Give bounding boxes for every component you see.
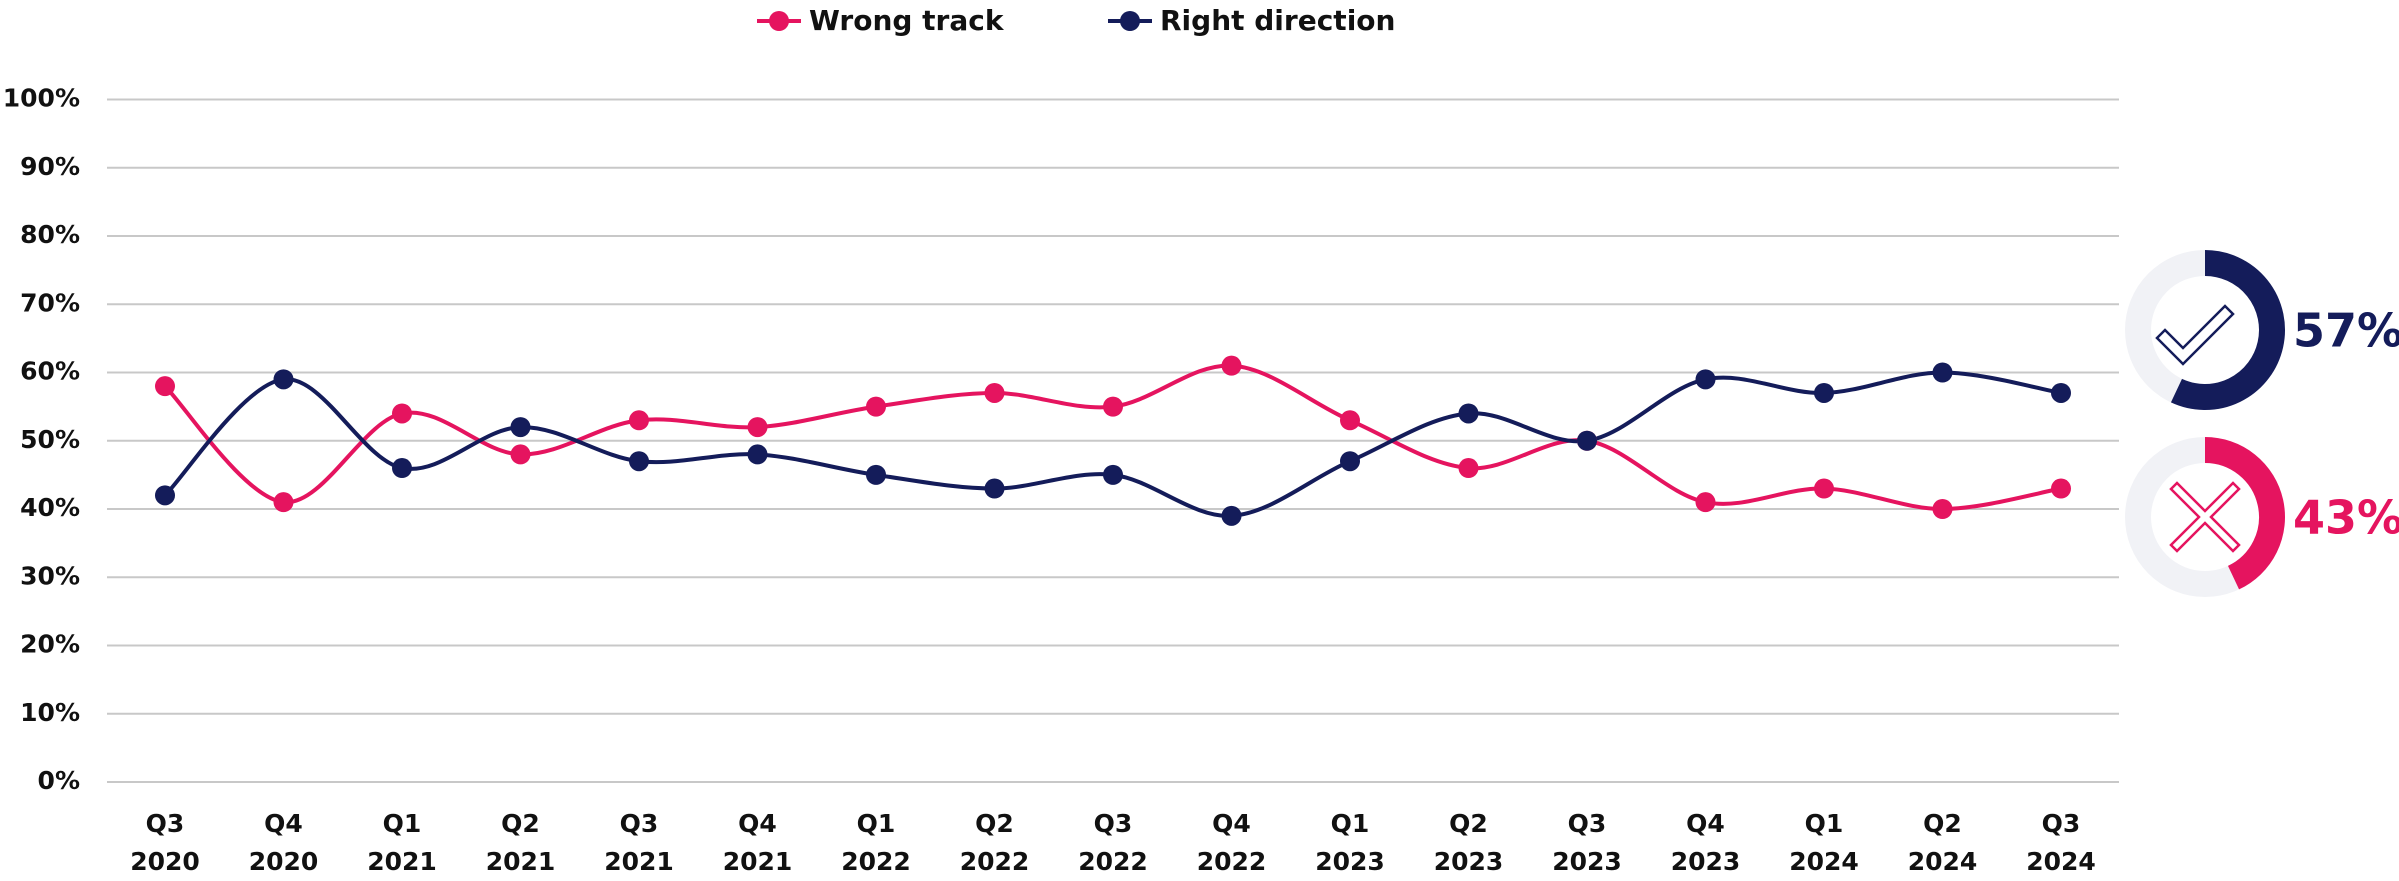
legend-item: Wrong track bbox=[757, 4, 1005, 37]
data-point bbox=[866, 464, 886, 485]
check-icon bbox=[2155, 304, 2235, 366]
x-tick-label: Q3 2023 bbox=[1552, 809, 1622, 876]
x-tick-label: Q4 2021 bbox=[722, 809, 793, 876]
x-tick-label: Q4 2020 bbox=[248, 809, 319, 876]
data-point bbox=[2051, 382, 2071, 403]
data-point bbox=[1458, 403, 1479, 424]
legend-label: Right direction bbox=[1160, 4, 1395, 37]
data-point bbox=[1814, 478, 1834, 499]
y-tick-label: 30% bbox=[20, 561, 80, 590]
x-tick-label: Q3 2022 bbox=[1078, 809, 1148, 876]
x-tick-label: Q4 2023 bbox=[1670, 809, 1741, 876]
x-tick-label: Q3 2020 bbox=[130, 809, 200, 876]
data-point bbox=[273, 492, 294, 513]
donut-arc bbox=[2170, 250, 2285, 410]
data-point bbox=[866, 396, 886, 417]
y-tick-label: 80% bbox=[20, 220, 80, 249]
x-tick-label: Q1 2021 bbox=[367, 809, 437, 876]
data-point bbox=[1340, 410, 1360, 431]
x-tick-label: Q2 2022 bbox=[959, 809, 1030, 876]
data-point bbox=[1932, 362, 1953, 383]
data-point bbox=[1103, 396, 1123, 417]
x-tick-label: Q2 2024 bbox=[1907, 809, 1978, 876]
data-point bbox=[747, 444, 768, 465]
x-tick-label: Q1 2023 bbox=[1315, 809, 1385, 876]
data-point bbox=[984, 382, 1005, 403]
y-tick-label: 50% bbox=[20, 425, 80, 454]
donut-label: 43% bbox=[2293, 491, 2399, 545]
data-point bbox=[1695, 492, 1716, 513]
y-tick-label: 90% bbox=[20, 152, 80, 181]
y-tick-label: 60% bbox=[20, 357, 80, 386]
x-tick-label: Q1 2022 bbox=[841, 809, 911, 876]
legend-item: Right direction bbox=[1108, 4, 1395, 37]
data-point bbox=[629, 451, 649, 472]
cross-icon bbox=[2169, 481, 2241, 553]
data-point bbox=[273, 369, 294, 390]
y-tick-label: 40% bbox=[20, 493, 80, 522]
data-point bbox=[1458, 458, 1479, 479]
x-tick-label: Q1 2024 bbox=[1789, 809, 1859, 876]
donut-arc bbox=[2204, 437, 2285, 590]
data-point bbox=[392, 403, 412, 424]
x-tick-label: Q2 2021 bbox=[485, 809, 556, 876]
data-point bbox=[155, 485, 175, 506]
legend-marker bbox=[769, 11, 789, 31]
legend-label: Wrong track bbox=[809, 4, 1005, 37]
y-tick-label: 100% bbox=[3, 84, 80, 113]
data-point bbox=[629, 410, 649, 431]
legend-marker bbox=[1120, 11, 1140, 31]
y-tick-label: 0% bbox=[38, 766, 80, 795]
data-point bbox=[510, 444, 531, 465]
data-point bbox=[2051, 478, 2071, 499]
x-tick-label: Q4 2022 bbox=[1196, 809, 1267, 876]
donut-label: 57% bbox=[2293, 304, 2399, 358]
data-point bbox=[1577, 430, 1597, 451]
y-tick-label: 20% bbox=[20, 630, 80, 659]
data-point bbox=[1221, 355, 1242, 376]
data-point bbox=[1932, 499, 1953, 519]
data-point bbox=[1814, 382, 1834, 403]
data-point bbox=[1103, 464, 1123, 485]
data-point bbox=[984, 478, 1005, 499]
data-point bbox=[1695, 369, 1716, 390]
data-point bbox=[510, 417, 531, 438]
y-tick-label: 10% bbox=[20, 698, 80, 727]
x-tick-label: Q2 2023 bbox=[1433, 809, 1504, 876]
x-tick-label: Q3 2021 bbox=[604, 809, 674, 876]
y-tick-label: 70% bbox=[20, 288, 80, 317]
data-point bbox=[1221, 505, 1242, 526]
data-point bbox=[392, 458, 412, 479]
data-point bbox=[1340, 451, 1360, 472]
data-point bbox=[747, 417, 768, 438]
data-point bbox=[155, 376, 175, 397]
x-tick-label: Q3 2024 bbox=[2026, 809, 2096, 876]
